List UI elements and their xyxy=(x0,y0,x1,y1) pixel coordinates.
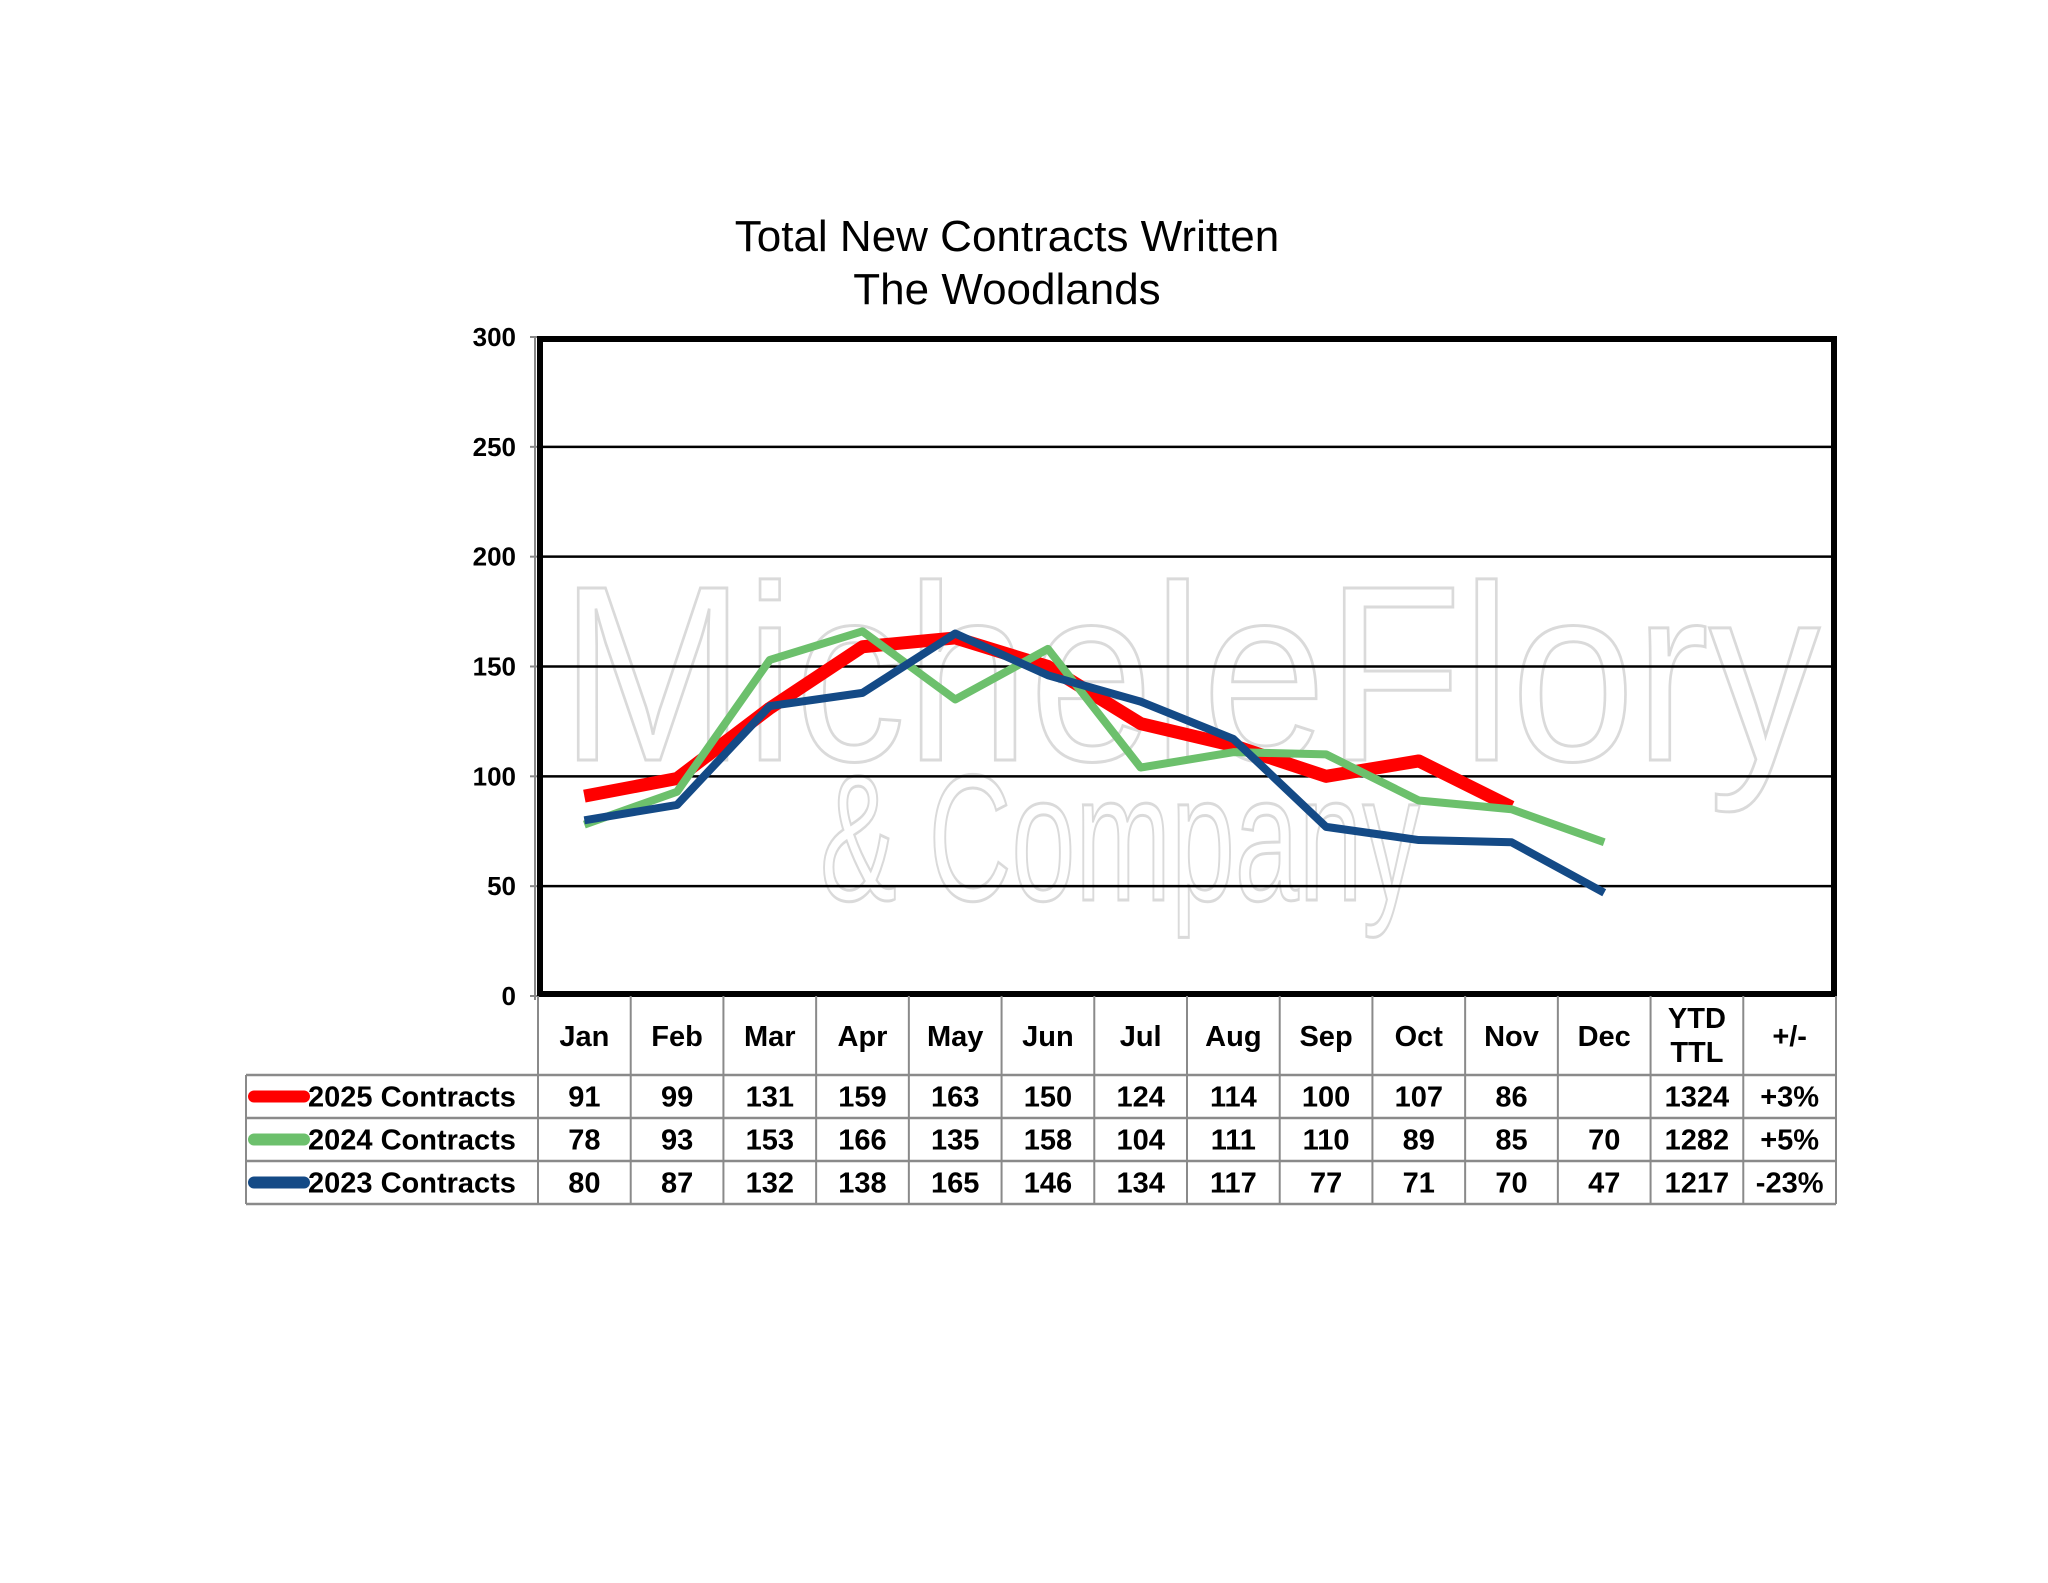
data-label: 85 xyxy=(1495,1125,1527,1157)
x-category-label: Mar xyxy=(744,1021,796,1053)
series-line-2023-contracts xyxy=(583,629,1607,897)
column-header-change: +/- xyxy=(1772,1021,1807,1053)
x-category-label: May xyxy=(927,1021,983,1053)
legend-label: 2023 Contracts xyxy=(308,1168,516,1200)
y-tick-label: 250 xyxy=(473,432,516,462)
x-category-label: Oct xyxy=(1395,1021,1444,1053)
y-tick-label: 200 xyxy=(473,542,516,572)
x-category-label: Dec xyxy=(1578,1021,1631,1053)
change-percent: +3% xyxy=(1760,1082,1819,1114)
chart-title-line-1: Total New Contracts Written xyxy=(735,212,1279,261)
column-header-ytd: YTD TTL xyxy=(1668,1003,1726,1069)
chart-title-line-2: The Woodlands xyxy=(853,265,1160,314)
data-label: 111 xyxy=(1211,1125,1256,1157)
data-label: 114 xyxy=(1210,1082,1257,1114)
ytd-total: 1282 xyxy=(1665,1125,1730,1157)
data-label: 117 xyxy=(1210,1168,1257,1200)
data-label: 159 xyxy=(838,1082,886,1114)
data-label: 71 xyxy=(1403,1168,1435,1200)
data-label: 146 xyxy=(1024,1168,1072,1200)
data-label: 104 xyxy=(1116,1125,1164,1157)
data-label: 124 xyxy=(1116,1082,1164,1114)
x-category-label: Apr xyxy=(838,1021,888,1053)
legend-label: 2024 Contracts xyxy=(308,1125,516,1157)
x-category-label: Jul xyxy=(1120,1021,1162,1053)
y-tick-label: 50 xyxy=(487,871,516,901)
data-label: 131 xyxy=(746,1082,794,1114)
data-label: 80 xyxy=(568,1168,600,1200)
data-label: 158 xyxy=(1024,1125,1072,1157)
data-label: 163 xyxy=(931,1082,979,1114)
data-label: 99 xyxy=(661,1082,693,1114)
x-category-label: Sep xyxy=(1299,1021,1352,1053)
data-label: 153 xyxy=(746,1125,794,1157)
data-label: 110 xyxy=(1303,1125,1350,1157)
x-category-label: Nov xyxy=(1484,1021,1539,1053)
change-percent: -23% xyxy=(1756,1168,1824,1200)
data-label: 78 xyxy=(568,1125,600,1157)
y-tick-label: 300 xyxy=(473,322,516,352)
data-label: 150 xyxy=(1024,1082,1072,1114)
x-category-label: Feb xyxy=(651,1021,703,1053)
data-label: 77 xyxy=(1310,1168,1342,1200)
change-percent: +5% xyxy=(1760,1125,1819,1157)
data-label: 91 xyxy=(568,1082,600,1114)
data-label: 89 xyxy=(1403,1125,1435,1157)
data-label: 132 xyxy=(746,1168,794,1200)
data-label: 47 xyxy=(1588,1168,1620,1200)
data-label: 100 xyxy=(1302,1082,1350,1114)
x-category-label: Aug xyxy=(1205,1021,1261,1053)
data-label: 70 xyxy=(1588,1125,1620,1157)
data-label: 107 xyxy=(1395,1082,1443,1114)
data-label: 134 xyxy=(1116,1168,1164,1200)
legend-label: 2025 Contracts xyxy=(308,1082,516,1114)
data-label: 86 xyxy=(1495,1082,1527,1114)
series-line-2024-contracts xyxy=(583,627,1606,847)
x-category-label: Jan xyxy=(559,1021,609,1053)
watermark-line-2: & Company xyxy=(820,738,1420,939)
data-label: 166 xyxy=(838,1125,886,1157)
ytd-total: 1324 xyxy=(1665,1082,1730,1114)
x-category-label: Jun xyxy=(1022,1021,1074,1053)
y-tick-label: 100 xyxy=(473,761,516,791)
data-label: 135 xyxy=(931,1125,979,1157)
data-label: 165 xyxy=(931,1168,979,1200)
y-tick-label: 150 xyxy=(473,652,516,682)
ytd-total: 1217 xyxy=(1665,1168,1730,1200)
y-tick-label: 0 xyxy=(502,981,516,1011)
data-label: 87 xyxy=(661,1168,693,1200)
plot-frame xyxy=(537,336,1837,997)
data-label: 93 xyxy=(661,1125,693,1157)
data-label: 70 xyxy=(1495,1168,1527,1200)
watermark-line-1: MicheleFlory xyxy=(560,534,1820,813)
data-label: 138 xyxy=(838,1168,886,1200)
